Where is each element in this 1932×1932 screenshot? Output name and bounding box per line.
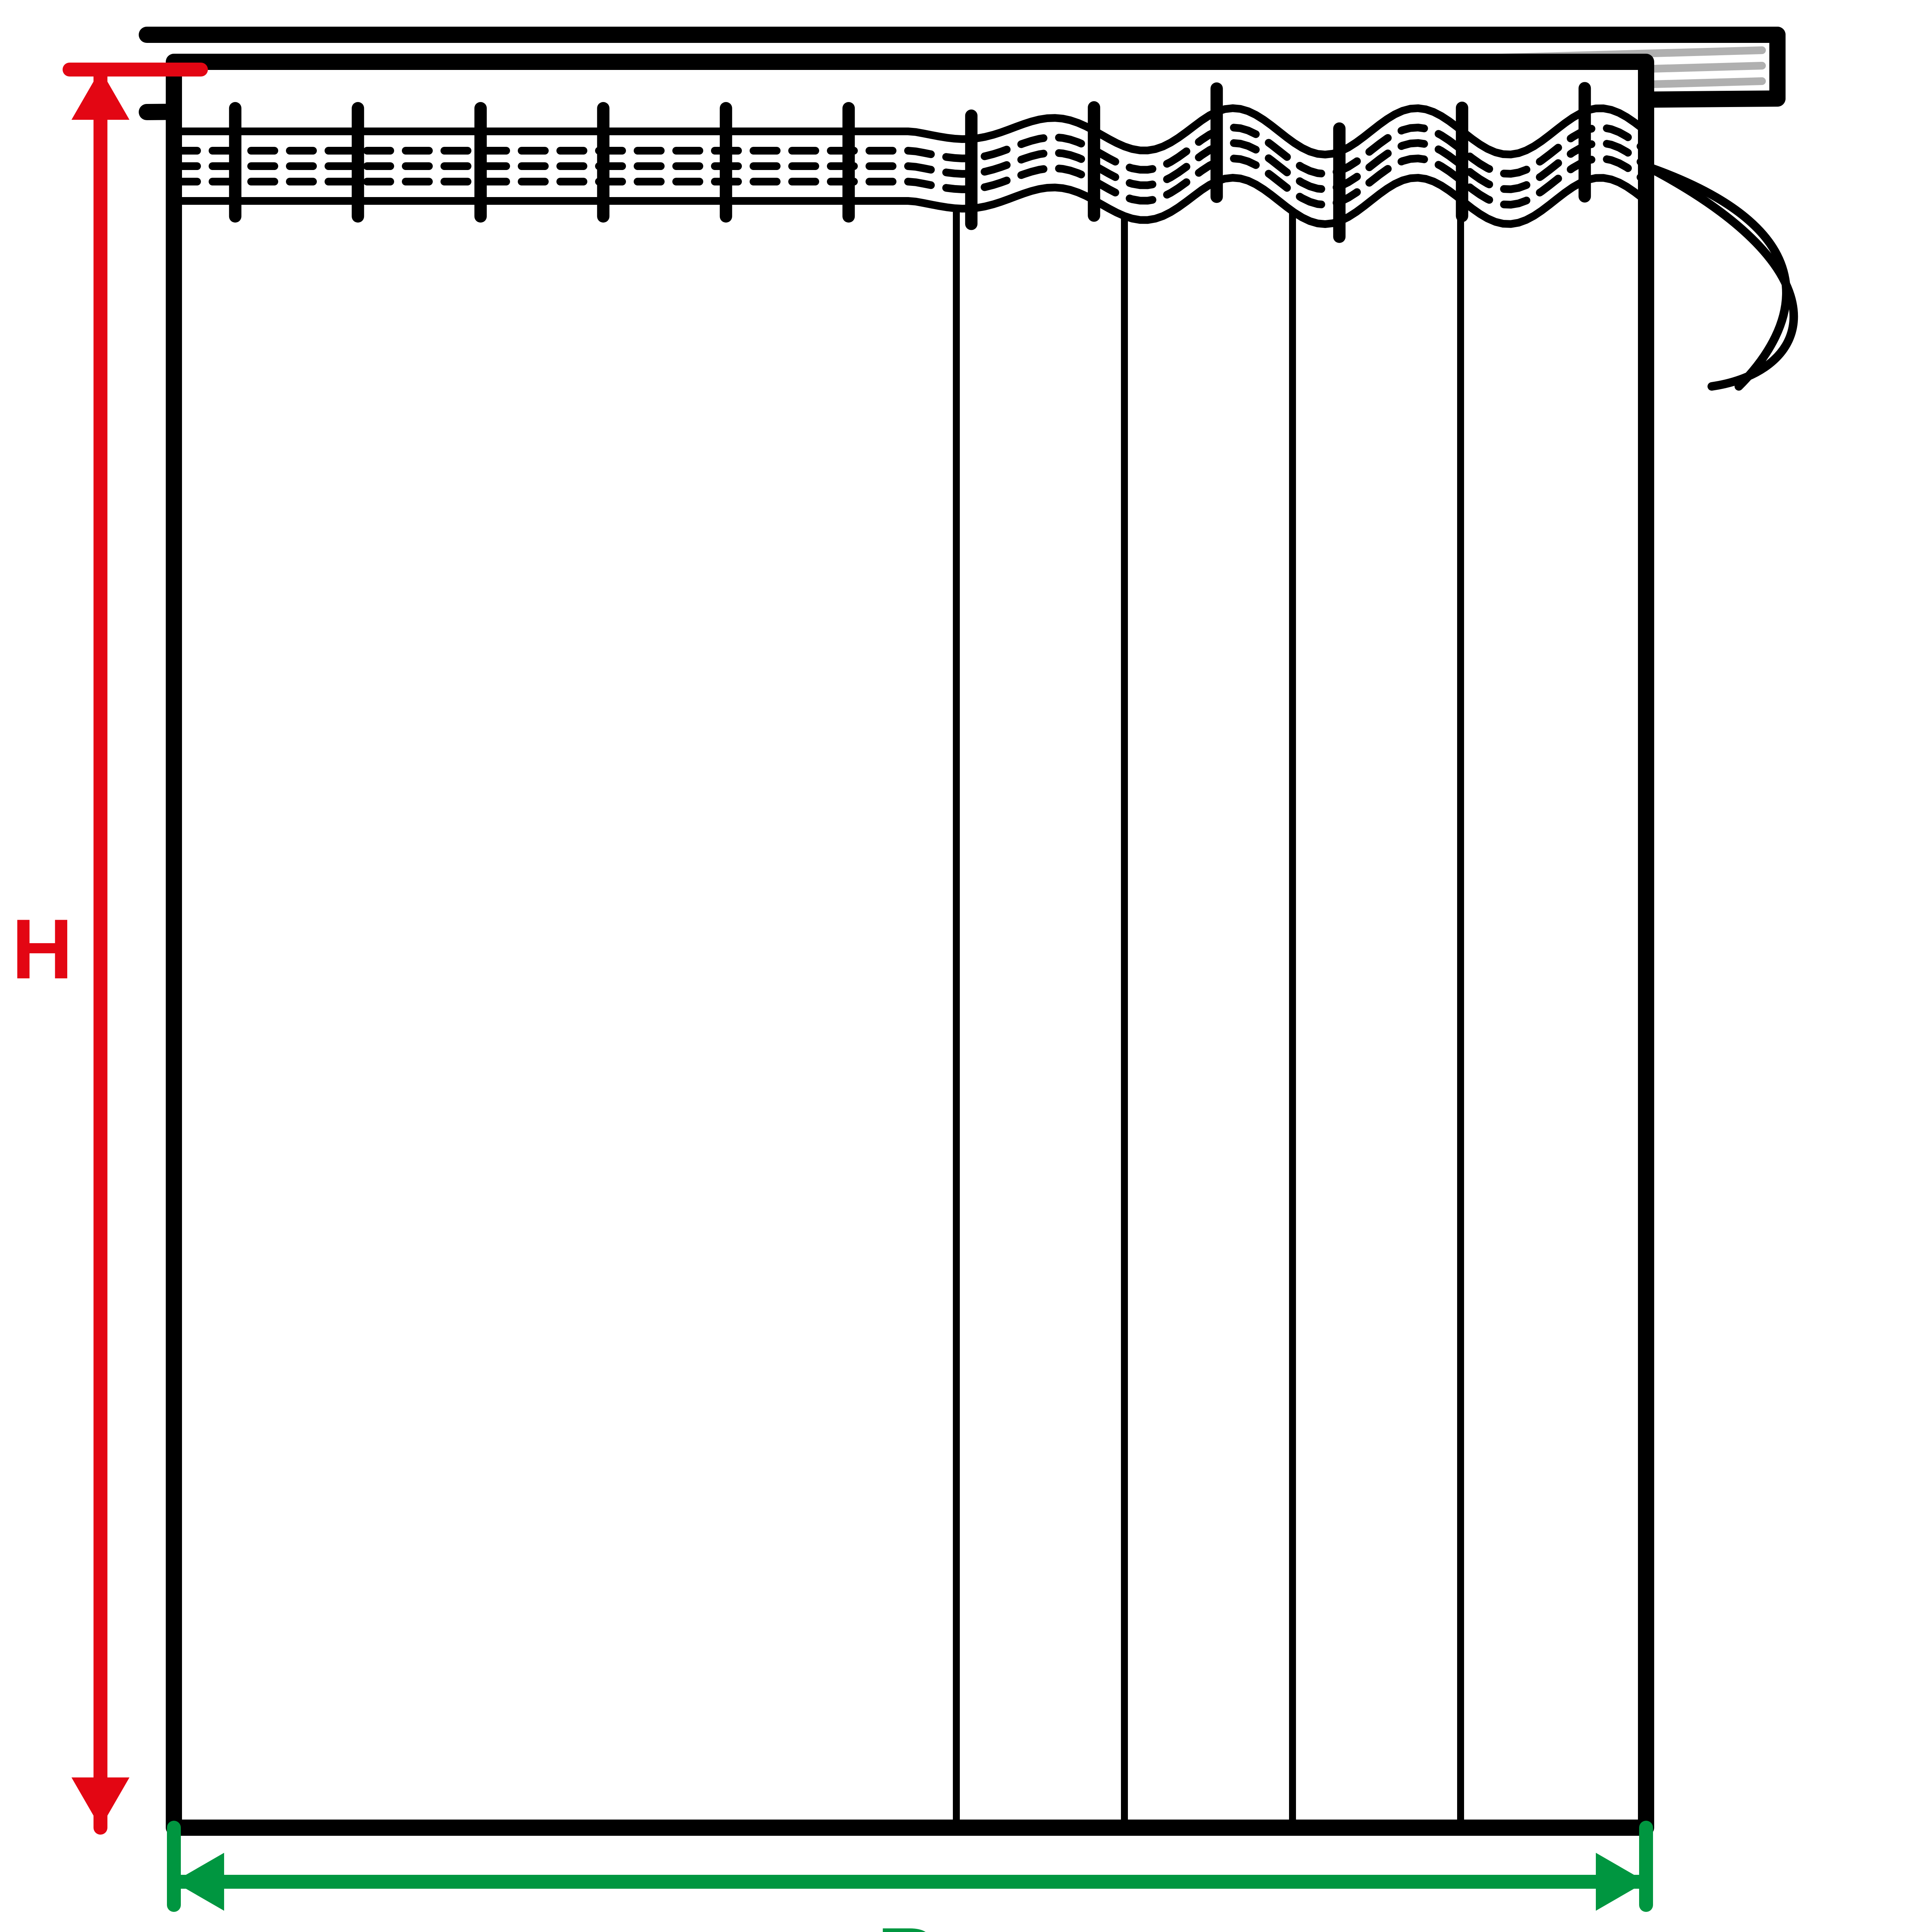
diagram-svg [0, 0, 1932, 1932]
width-label: B [877, 1909, 939, 1932]
height-label: H [12, 900, 73, 998]
diagram-canvas: H B [0, 0, 1932, 1932]
